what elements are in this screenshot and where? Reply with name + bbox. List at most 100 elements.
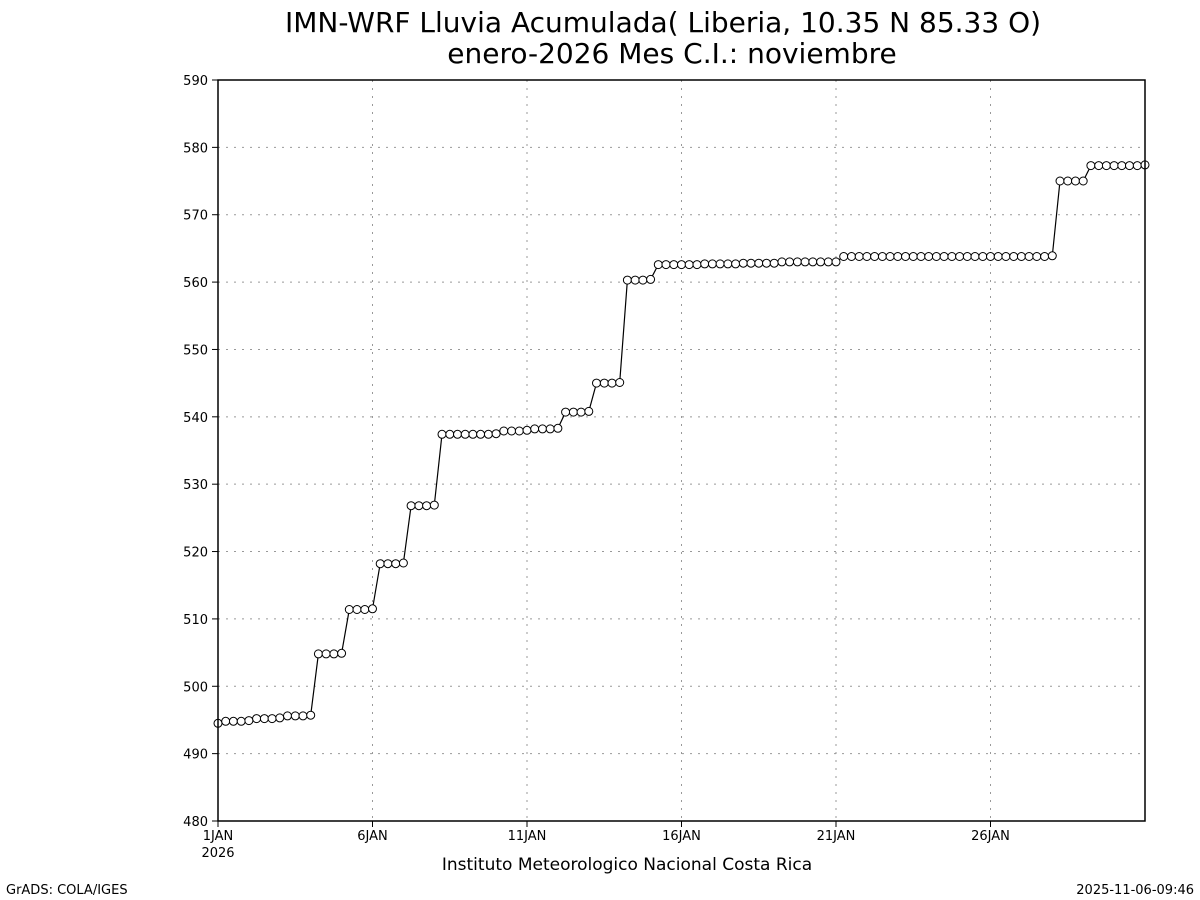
data-point: [607, 378, 617, 388]
data-point: [769, 258, 779, 268]
data-point: [228, 716, 238, 726]
x-axis-label: Instituto Meteorologico Nacional Costa R…: [442, 855, 812, 875]
x-tick-label: 6JAN: [357, 829, 388, 844]
data-point: [885, 252, 895, 261]
y-tick-label: 510: [183, 613, 208, 628]
chart-title: IMN-WRF Lluvia Acumulada( Liberia, 10.35…: [285, 6, 1041, 39]
y-tick-label: 490: [183, 748, 208, 763]
data-point: [391, 559, 401, 569]
data-point: [939, 252, 949, 261]
data-point: [978, 252, 988, 261]
x-tick-sublabel: 2026: [201, 846, 234, 861]
data-point: [908, 252, 918, 261]
data-point: [1001, 252, 1011, 261]
data-point: [553, 423, 563, 433]
y-tick-label: 480: [183, 815, 208, 830]
data-point: [538, 424, 547, 434]
data-point: [267, 714, 277, 724]
data-point: [947, 252, 957, 261]
data-point: [283, 711, 292, 721]
data-point: [870, 252, 880, 261]
data-point: [854, 252, 864, 261]
data-point: [839, 252, 849, 261]
y-axis: 480 490 500 510 520 530 540 550 560 570 580 590: [183, 74, 218, 830]
data-point: [931, 252, 941, 261]
data-point: [1132, 161, 1142, 171]
data-point: [1086, 161, 1096, 171]
y-tick-label: 550: [183, 343, 208, 358]
y-tick-label: 590: [183, 74, 208, 89]
data-point: [460, 429, 470, 439]
data-point: [831, 257, 841, 267]
data-point: [429, 500, 439, 510]
y-tick-label: 540: [183, 411, 208, 426]
data-point: [360, 605, 370, 614]
data-point: [576, 407, 586, 417]
data-point: [800, 257, 810, 267]
y-tick-label: 520: [183, 546, 208, 561]
y-tick-label: 580: [183, 141, 208, 156]
data-point: [445, 429, 455, 439]
data-point: [398, 558, 408, 568]
data-point: [986, 252, 995, 261]
y-tick-label: 500: [183, 680, 208, 695]
data-point: [615, 378, 625, 387]
data-point: [561, 407, 571, 417]
x-axis: 1JAN 2026 6JAN 11JAN 16JAN 21JAN 26JAN: [201, 821, 1010, 861]
data-point: [221, 716, 231, 726]
data-point: [692, 260, 702, 270]
data-point: [1078, 176, 1088, 186]
data-point: [259, 714, 269, 724]
data-point: [700, 259, 710, 269]
data-point: [414, 501, 424, 511]
data-point: [476, 429, 486, 439]
data-point: [1101, 161, 1111, 171]
x-tick-label: 16JAN: [662, 829, 701, 844]
grid: [218, 80, 1145, 821]
data-point: [653, 260, 663, 270]
data-point: [877, 252, 887, 261]
data-point: [785, 257, 795, 267]
x-tick-label: 1JAN: [203, 829, 234, 844]
data-point: [1047, 251, 1057, 261]
data-point: [1024, 252, 1034, 261]
data-point: [383, 559, 393, 569]
data-point: [1063, 176, 1073, 186]
data-point: [893, 252, 903, 261]
data-point: [738, 258, 748, 268]
data-point: [684, 260, 694, 270]
data-point: [1055, 176, 1065, 186]
data-point: [1117, 161, 1127, 171]
x-tick-label: 11JAN: [508, 829, 547, 844]
data-point: [453, 429, 462, 439]
data-point: [599, 378, 609, 388]
y-tick-label: 570: [183, 209, 208, 224]
data-point: [715, 259, 725, 269]
data-point: [993, 252, 1003, 261]
data-point: [368, 604, 377, 614]
data-point: [1071, 176, 1080, 186]
data-point: [707, 259, 717, 269]
data-point: [661, 260, 671, 270]
data-point: [847, 252, 856, 261]
data-point: [406, 501, 416, 511]
x-tick-label: 21JAN: [817, 829, 856, 844]
data-point: [731, 259, 741, 269]
data-point: [970, 252, 980, 261]
plot-frame: [217, 79, 1146, 822]
data-point: [568, 407, 578, 417]
data-point: [669, 260, 679, 270]
data-point: [792, 257, 802, 267]
y-tick-label: 530: [183, 478, 208, 493]
data-point: [1109, 161, 1119, 171]
data-point: [955, 252, 965, 261]
data-point: [352, 605, 362, 614]
data-point: [723, 259, 733, 269]
data-point: [1032, 252, 1042, 261]
data-point: [823, 257, 833, 267]
data-point: [592, 378, 601, 388]
data-point: [468, 429, 478, 439]
data-point: [545, 424, 555, 434]
data-point: [962, 252, 972, 261]
